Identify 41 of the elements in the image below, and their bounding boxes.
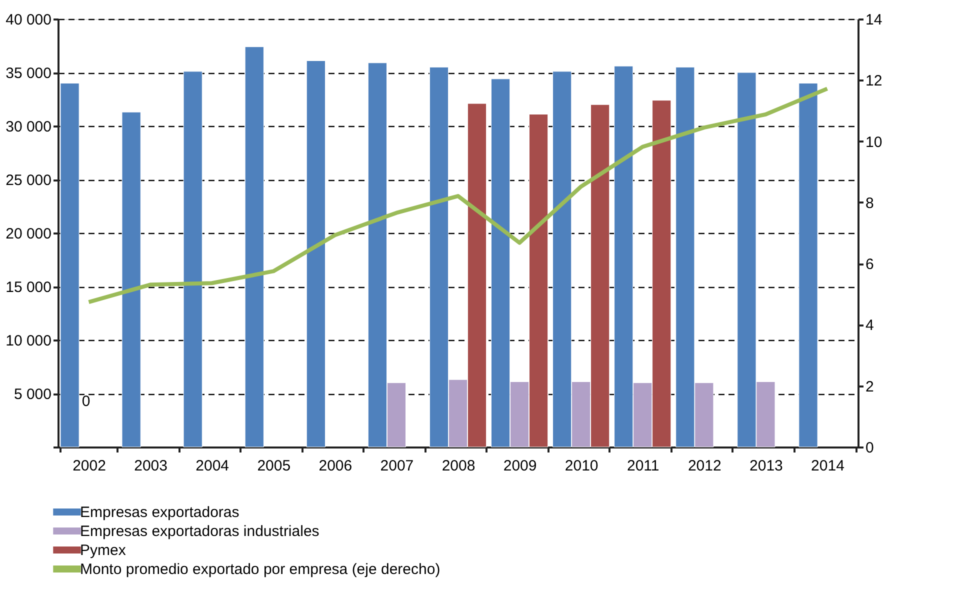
line-series: [86, 86, 830, 304]
y2-tick-label: 8: [866, 194, 874, 212]
y2-tick-label: 6: [866, 256, 874, 274]
bar: [60, 82, 80, 448]
y-tick-label: 15 000: [6, 279, 52, 296]
y-tick-label: 20 000: [6, 226, 52, 242]
y2-tick-label: 14: [866, 12, 882, 28]
y2-tick-label: 12: [866, 72, 882, 90]
legend-label: Empresas exportadoras industriales: [80, 523, 320, 540]
legend-label: Pymex: [80, 542, 126, 559]
y2-tick-label: 0: [866, 440, 874, 456]
y-tick-label: 25 000: [6, 172, 52, 189]
x-tick-label: 2009: [503, 458, 537, 474]
bar: [183, 71, 202, 448]
x-tick-label: 2011: [626, 458, 660, 474]
y-tick-label: 35 000: [6, 65, 52, 82]
x-tick-label: 2010: [564, 458, 598, 474]
x-tick-label: 2012: [688, 458, 722, 474]
bar: [122, 112, 141, 448]
legend-label: Empresas exportadoras: [80, 504, 240, 521]
y-tick-label: 40 000: [6, 12, 52, 28]
y-tick-label: 5 000: [14, 386, 52, 403]
x-tick-label: 2003: [134, 458, 168, 474]
y-tick-label: 10 000: [6, 332, 52, 350]
bar: [306, 60, 326, 448]
y2-tick-label: 4: [866, 317, 874, 334]
x-tick-label: 2008: [442, 458, 476, 474]
legend-label: Monto promedio exportado por empresa (eje derecho): [80, 561, 440, 578]
x-tick-label: 2002: [72, 458, 106, 474]
x-tick-label: 2013: [750, 458, 783, 474]
x-tick-label: 2014: [811, 458, 844, 474]
annotation: 0: [82, 393, 90, 410]
y-tick-label: 30 000: [6, 118, 52, 136]
y2-tick-label: 10: [866, 134, 882, 151]
x-tick-label: 2006: [318, 458, 352, 474]
x-tick-label: 2005: [257, 458, 291, 474]
x-tick-label: 2007: [380, 458, 414, 474]
bar: [244, 46, 264, 448]
bar: [798, 82, 818, 448]
x-tick-label: 2004: [196, 458, 230, 474]
y2-tick-label: 2: [866, 378, 874, 396]
